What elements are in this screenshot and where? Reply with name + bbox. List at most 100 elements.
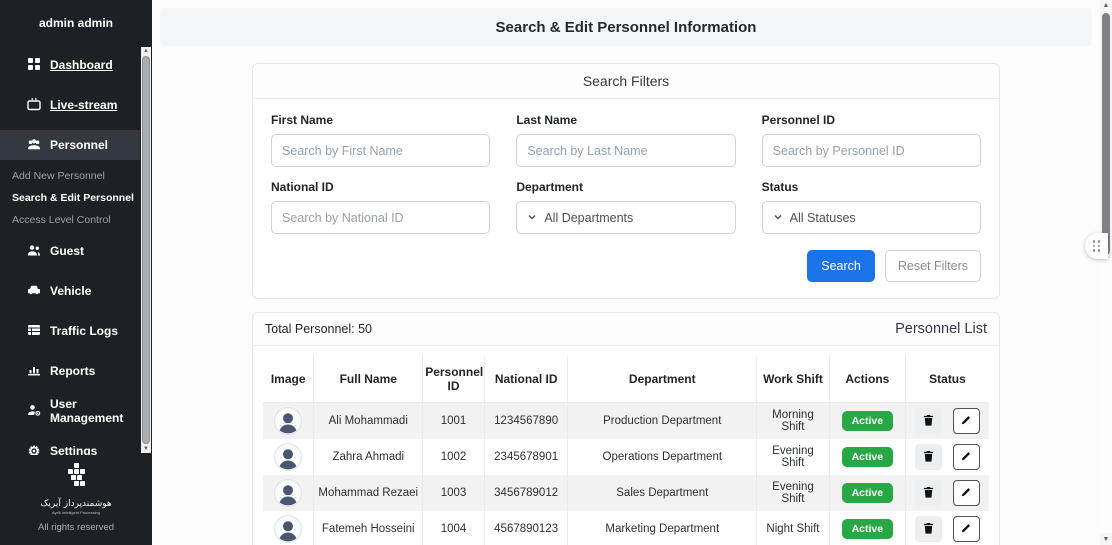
col-status: Status xyxy=(904,356,989,403)
sidebar-item-personnel[interactable]: Personnel xyxy=(0,130,140,160)
sidebar-item-label: Vehicle xyxy=(50,284,92,298)
edit-button[interactable] xyxy=(952,444,980,470)
sidebar-subitem-label: Add New Personnel xyxy=(12,170,105,182)
delete-button[interactable] xyxy=(915,480,943,506)
trash-icon xyxy=(922,485,935,502)
department-select[interactable]: All Departments xyxy=(516,201,736,234)
sidebar-item-label: Traffic Logs xyxy=(50,324,119,338)
sidebar-subitem-search-edit-personnel[interactable]: Search & Edit Personnel xyxy=(0,187,140,209)
sidebar-item-vehicle[interactable]: Vehicle xyxy=(0,271,140,311)
table-row: Mohammad Rezaei 1003 3456789012 Sales De… xyxy=(263,475,989,511)
full-name-cell: Fatemeh Hosseini xyxy=(313,511,424,545)
actions-cell: Active xyxy=(828,475,906,511)
delete-button[interactable] xyxy=(915,444,943,470)
first-name-input[interactable] xyxy=(271,134,491,167)
settings-gear-icon: ⚙ xyxy=(27,443,41,455)
first-name-label: First Name xyxy=(271,113,334,127)
sidebar-scrollbar-thumb[interactable] xyxy=(142,56,150,444)
sidebar-item-settings[interactable]: ⚙ Settings xyxy=(0,431,140,455)
col-work-shift: Work Shift xyxy=(756,356,830,403)
department-cell: Sales Department xyxy=(567,475,758,511)
col-full-name: Full Name xyxy=(313,356,424,403)
personnel-list-title: Personnel List xyxy=(895,321,987,337)
avatar xyxy=(274,443,303,471)
avatar-cell xyxy=(263,475,315,511)
traffic-logs-icon xyxy=(27,323,41,340)
full-name-cell: Mohammad Rezaei xyxy=(313,475,424,511)
department-cell: Marketing Department xyxy=(567,511,758,545)
drag-handle[interactable] xyxy=(1085,233,1108,259)
brand-logo xyxy=(61,463,91,496)
national-id-cell: 4567890123 xyxy=(483,511,569,545)
status-cell xyxy=(904,439,989,475)
status-select-value: All Statuses xyxy=(789,210,856,225)
sidebar-subitem-add-new-personnel[interactable]: Add New Personnel xyxy=(0,165,140,187)
personnel-id-cell: 1003 xyxy=(422,475,485,511)
personnel-id-input[interactable] xyxy=(761,134,981,167)
window-scrollbar[interactable]: ▲ ▼ xyxy=(1100,0,1112,545)
personnel-icon xyxy=(27,137,41,154)
trash-icon xyxy=(922,413,935,430)
sidebar-scrollbar[interactable]: ▲ ▼ xyxy=(141,47,151,453)
copyright-text: All rights reserved xyxy=(37,522,115,533)
personnel-id-cell: 1002 xyxy=(422,439,485,475)
scroll-down-icon[interactable]: ▼ xyxy=(143,446,149,452)
sidebar-item-label: Settings xyxy=(50,444,98,455)
personnel-id-label: Personnel ID xyxy=(761,113,836,127)
actions-cell: Active xyxy=(828,439,906,475)
avatar xyxy=(274,479,303,507)
brand-name-english: Ayrik Intelligent Processing xyxy=(52,510,100,515)
brand-name-farsi: هوشمندپرداز آیریک xyxy=(40,499,112,509)
national-id-input[interactable] xyxy=(271,201,491,234)
search-button[interactable]: Search xyxy=(807,250,875,282)
reset-filters-button[interactable]: Reset Filters xyxy=(884,250,981,282)
department-cell: Production Department xyxy=(567,402,758,439)
sidebar-subitem-access-level-control[interactable]: Access Level Control xyxy=(0,209,140,231)
full-name-cell: Zahra Ahmadi xyxy=(313,439,424,475)
scroll-down-icon[interactable]: ▼ xyxy=(1102,536,1110,543)
trash-icon xyxy=(922,521,935,538)
sidebar-item-label: Reports xyxy=(50,364,96,378)
sidebar-item-label: Live-stream xyxy=(50,98,118,112)
delete-button[interactable] xyxy=(915,408,943,434)
guest-icon xyxy=(27,243,41,260)
col-national-id: National ID xyxy=(483,356,569,403)
sidebar-item-reports[interactable]: Reports xyxy=(0,351,140,391)
sidebar-item-user-management[interactable]: User Management xyxy=(0,391,140,431)
personnel-id-cell: 1004 xyxy=(422,511,485,545)
chevron-down-icon xyxy=(773,211,783,225)
work-shift-cell: Evening Shift xyxy=(756,475,830,511)
national-id-cell: 2345678901 xyxy=(483,439,569,475)
work-shift-cell: Night Shift xyxy=(756,511,830,545)
status-badge: Active xyxy=(841,519,894,539)
drag-dots-icon xyxy=(1092,240,1101,252)
total-personnel-count: Total Personnel: 50 xyxy=(265,322,373,336)
avatar xyxy=(274,407,303,435)
status-select[interactable]: All Statuses xyxy=(761,201,981,234)
window-scrollbar-thumb[interactable] xyxy=(1102,13,1110,255)
national-id-label: National ID xyxy=(271,180,334,194)
sidebar-item-guest[interactable]: Guest xyxy=(0,231,140,271)
scroll-up-icon[interactable]: ▲ xyxy=(143,48,149,54)
status-badge: Active xyxy=(841,483,894,503)
table-header-row: Image Full Name Personnel ID National ID… xyxy=(263,356,989,403)
edit-button[interactable] xyxy=(952,516,980,542)
sidebar-footer: هوشمندپرداز آیریک Ayrik Intelligent Proc… xyxy=(0,455,152,545)
department-label: Department xyxy=(516,180,584,194)
edit-button[interactable] xyxy=(952,480,980,506)
page-title: Search & Edit Personnel Information xyxy=(495,18,757,36)
last-name-input[interactable] xyxy=(516,134,736,167)
reports-icon xyxy=(27,363,41,380)
col-department: Department xyxy=(567,356,758,403)
actions-cell: Active xyxy=(828,511,906,545)
sidebar-item-live-stream[interactable]: Live-stream xyxy=(0,85,140,125)
sidebar-item-dashboard[interactable]: Dashboard xyxy=(0,45,140,85)
avatar-cell xyxy=(263,511,315,545)
col-image: Image xyxy=(263,356,315,403)
search-filters-card: Search Filters First Name Last Name Pers… xyxy=(252,63,1000,299)
delete-button[interactable] xyxy=(915,516,943,542)
sidebar-item-traffic-logs[interactable]: Traffic Logs xyxy=(0,311,140,351)
sidebar-subitem-label: Access Level Control xyxy=(12,214,111,226)
edit-button[interactable] xyxy=(952,408,980,434)
scroll-up-icon[interactable]: ▲ xyxy=(1102,2,1110,9)
